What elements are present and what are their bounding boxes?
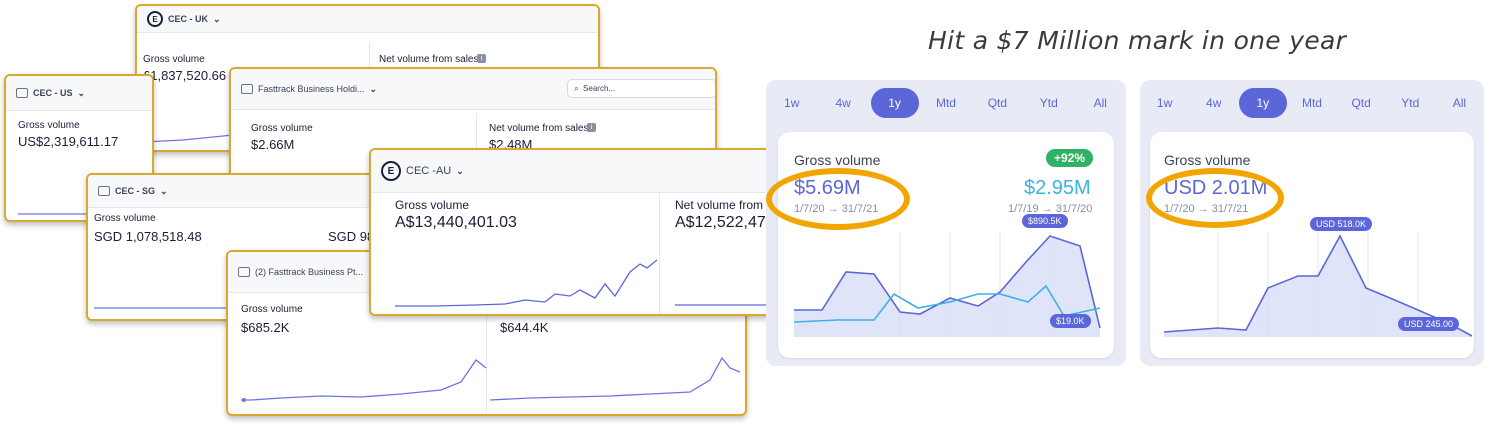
peak-value-label: USD 518.0K — [1310, 217, 1373, 231]
info-icon[interactable]: i — [587, 123, 596, 132]
account-name: (2) Fasttrack Business Pt... — [255, 267, 364, 277]
gross-volume-value: SGD 1,078,518.48 — [94, 229, 202, 244]
account-name: CEC - SG — [115, 186, 156, 196]
highlight-ring — [766, 168, 910, 230]
tab-ytd[interactable]: Ytd — [1039, 96, 1058, 110]
account-name: Fasttrack Business Holdi... — [258, 84, 365, 94]
chevron-down-icon: ⌄ — [213, 13, 221, 24]
net-volume-label: Net volume from sales — [489, 123, 589, 134]
chevron-down-icon: ⌄ — [77, 87, 86, 98]
tab-1y[interactable]: 1y — [870, 88, 919, 118]
time-range-tabs: 1w 4w 1y Mtd Qtd Ytd All — [766, 88, 1126, 118]
search-box[interactable]: ⌕ Search... — [567, 79, 715, 98]
tab-qtd[interactable]: Qtd — [1351, 96, 1371, 110]
end-value-label: $19.0K — [1050, 314, 1091, 328]
account-switcher[interactable]: E CEC -AU ⌄ — [381, 161, 464, 181]
headline: Hit a $7 Million mark in one year — [928, 26, 1347, 55]
tab-ytd[interactable]: Ytd — [1401, 96, 1420, 110]
tab-4w[interactable]: 4w — [835, 96, 851, 110]
previous-period-range: 1/7/19 → 31/7/20 — [1008, 203, 1093, 215]
info-icon[interactable]: i — [477, 54, 486, 63]
change-badge: +92% — [1046, 149, 1094, 167]
gross-volume-value: $2.66M — [251, 137, 295, 152]
tab-1w[interactable]: 1w — [784, 96, 800, 110]
gross-volume-value: £1,837,520.66 — [143, 68, 227, 83]
chevron-down-icon: ⌄ — [369, 83, 378, 94]
gross-volume-value: $685.2K — [241, 320, 290, 335]
store-icon — [241, 84, 253, 94]
peak-value-label: $890.5K — [1022, 214, 1068, 228]
store-icon — [98, 186, 110, 196]
end-value-label: USD 245.00 — [1398, 317, 1460, 331]
chevron-down-icon: ⌄ — [160, 185, 168, 196]
time-range-tabs: 1w 4w 1y Mtd Qtd Ytd All — [1140, 88, 1484, 118]
gross-volume-panel-usd: 1w 4w 1y Mtd Qtd Ytd All Gross volume US… — [1140, 80, 1484, 366]
chart-title: Gross volume — [1164, 152, 1251, 168]
gross-volume-label: Gross volume — [251, 123, 313, 134]
net-volume-value: SGD 98 — [328, 229, 375, 244]
chevron-down-icon: ⌄ — [456, 165, 464, 176]
net-volume-sparkline — [489, 356, 741, 401]
gross-volume-sparkline — [241, 359, 487, 402]
store-icon — [238, 267, 250, 277]
gross-volume-panel-compare: 1w 4w 1y Mtd Qtd Ytd All Gross volume +9… — [766, 80, 1126, 366]
tab-mtd[interactable]: Mtd — [1301, 96, 1322, 110]
card-header: CEC - SG ⌄ — [88, 175, 384, 208]
highlight-ring — [1146, 168, 1284, 228]
store-icon — [16, 88, 28, 98]
metric-divider — [659, 192, 660, 314]
gross-volume-sparkline — [94, 307, 234, 309]
tab-mtd[interactable]: Mtd — [935, 96, 956, 110]
previous-period-value: $2.95M — [1024, 177, 1091, 199]
gross-volume-value: US$2,319,611.17 — [18, 134, 119, 149]
search-icon: ⌕ — [574, 83, 580, 93]
card-cec-us: CEC - US ⌄ Gross volume US$2,319,611.17 — [4, 74, 154, 222]
account-name: CEC -AU — [406, 165, 452, 177]
metric-divider — [486, 312, 487, 412]
gross-volume-label: Gross volume — [18, 120, 80, 131]
tab-1y[interactable]: 1y — [1238, 88, 1287, 118]
net-volume-label: Net volume from sales — [379, 54, 479, 65]
net-volume-value: A$12,522,47 — [675, 214, 766, 231]
tab-all[interactable]: All — [1452, 96, 1467, 110]
card-header: CEC - US ⌄ — [6, 76, 152, 111]
account-switcher[interactable]: CEC - US ⌄ — [16, 88, 85, 99]
chart-title: Gross volume — [794, 152, 881, 168]
net-volume-value: $644.4K — [500, 320, 549, 335]
gross-volume-label: Gross volume — [395, 198, 470, 212]
account-name: CEC - US — [33, 88, 73, 98]
card-fasttrack-pte: (2) Fasttrack Business Pt... Gross volum… — [226, 250, 747, 416]
gross-volume-label: Gross volume — [94, 213, 156, 224]
gross-volume-area-chart — [793, 232, 1101, 337]
gross-volume-chart-card: Gross volume USD 2.01M 1/7/20 → 31/7/21 … — [1150, 132, 1474, 358]
search-input[interactable]: Search... — [583, 84, 616, 93]
tab-4w[interactable]: 4w — [1206, 96, 1222, 110]
account-switcher[interactable]: E CEC - UK ⌄ — [147, 11, 221, 27]
card-header: Fasttrack Business Holdi... ⌄ ⌕ Search..… — [231, 69, 715, 110]
card-header: E CEC -AU ⌄ — [371, 150, 771, 193]
account-switcher[interactable]: (2) Fasttrack Business Pt... — [238, 267, 363, 277]
account-name: CEC - UK — [168, 14, 208, 24]
gross-volume-label: Gross volume — [143, 54, 205, 65]
tab-all[interactable]: All — [1093, 96, 1107, 110]
gross-volume-value: A$13,440,401.03 — [395, 214, 517, 231]
account-switcher[interactable]: Fasttrack Business Holdi... ⌄ — [241, 84, 377, 95]
tab-qtd[interactable]: Qtd — [987, 96, 1008, 110]
net-volume-label: Net volume from — [675, 198, 764, 212]
card-cec-au: E CEC -AU ⌄ Gross volume A$13,440,401.03… — [369, 148, 773, 316]
net-volume-sparkline — [675, 304, 771, 306]
cec-logo-icon: E — [381, 161, 401, 181]
gross-volume-area-chart — [1163, 232, 1473, 337]
account-switcher[interactable]: CEC - SG ⌄ — [98, 186, 168, 197]
tab-1w[interactable]: 1w — [1156, 96, 1173, 110]
gross-volume-sparkline — [395, 259, 658, 307]
gross-volume-chart-card: Gross volume +92% $5.69M 1/7/20 → 31/7/2… — [778, 132, 1114, 358]
card-header: E CEC - UK ⌄ — [137, 6, 598, 33]
gross-volume-label: Gross volume — [241, 304, 303, 315]
cec-logo-icon: E — [147, 11, 163, 27]
